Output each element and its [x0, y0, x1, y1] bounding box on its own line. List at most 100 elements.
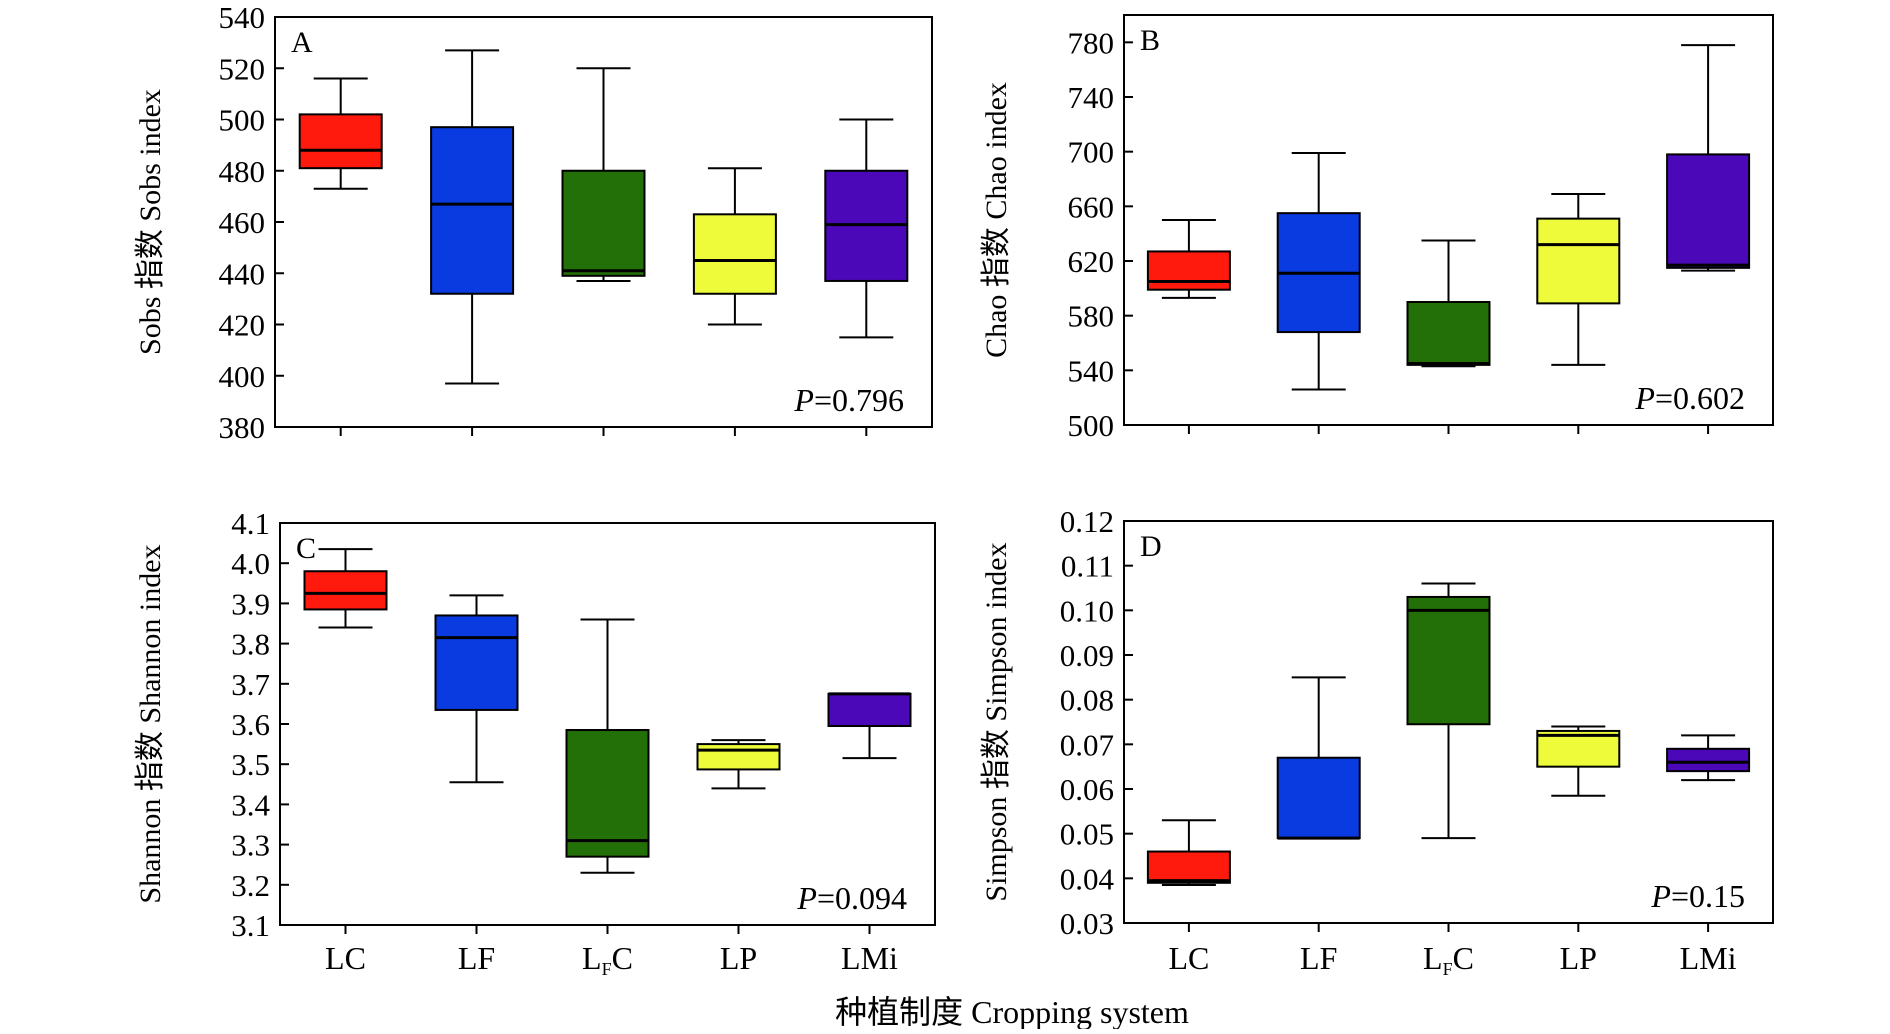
box-body: [430, 126, 515, 295]
category-main: L: [582, 940, 602, 976]
box-LF: [430, 49, 515, 385]
box-LMi: [1666, 44, 1751, 272]
y-tick-label: 0.08: [1060, 683, 1114, 718]
p-value-number: =0.094: [817, 880, 907, 916]
x-category-label: LF: [458, 940, 495, 976]
x-category-label: LMi: [1680, 940, 1737, 976]
box-LF: [434, 594, 519, 784]
box-LP: [1536, 193, 1621, 366]
panels: 380400420440460480500520540AP=0.796Sobs …: [134, 0, 1774, 943]
y-tick-label: 460: [219, 205, 266, 240]
y-tick-label: 620: [1068, 244, 1115, 279]
p-value-symbol: P: [796, 880, 817, 916]
box-body: [696, 743, 781, 771]
y-tick-label: 0.12: [1060, 504, 1114, 539]
y-tick-label: 440: [219, 256, 266, 291]
y-axis-title: Sobs 指数 Sobs index: [134, 89, 167, 355]
y-tick-label: 380: [219, 410, 266, 445]
x-category-label: LFC: [1423, 940, 1474, 979]
x-category-label: LF: [1300, 940, 1337, 976]
panel-letter: A: [291, 26, 313, 59]
box-body: [1536, 217, 1621, 305]
p-value: P=0.094: [796, 880, 907, 916]
box-LP: [696, 739, 781, 790]
category-main: LMi: [841, 940, 898, 976]
y-tick-label: 3.9: [231, 586, 270, 621]
category-tail: C: [612, 940, 633, 976]
box-LFC: [1406, 239, 1491, 368]
category-main: LC: [325, 940, 366, 976]
y-tick-label: 0.07: [1060, 727, 1114, 762]
x-category-label: LP: [1560, 940, 1597, 976]
box-LMi: [824, 118, 909, 339]
x-category-label: LC: [1168, 940, 1209, 976]
box-LFC: [565, 618, 650, 874]
panel-B: 500 540 580 620 660 700 740 780 B P=0.602 Chao 指数 …: [980, 14, 1774, 443]
y-tick-label: 3.2: [231, 868, 270, 903]
y-tick-label: 4.0: [231, 546, 270, 581]
y-tick-label: 0.03: [1060, 906, 1114, 941]
y-tick-label: 660: [1068, 189, 1115, 224]
panel-C: 3.1 3.2 3.3 3.4 3.5 3.6 3.7 3.8 3.9 4.0 4.1 C P=0.09…: [134, 506, 936, 943]
y-tick-label: 580: [1068, 299, 1115, 334]
y-tick-label: 0.04: [1060, 861, 1115, 896]
box-body: [303, 570, 388, 611]
y-tick-label: 700: [1068, 135, 1115, 170]
box-body: [1666, 153, 1751, 269]
box-body: [692, 213, 777, 295]
p-value: P=0.796: [793, 382, 904, 418]
box-body: [298, 113, 383, 170]
category-main: L: [1423, 940, 1443, 976]
box-body: [1146, 850, 1231, 884]
p-value: P=0.15: [1650, 878, 1745, 914]
y-tick-label: 0.10: [1060, 593, 1114, 628]
y-tick-label: 420: [219, 308, 266, 343]
x-category-label: LC: [325, 940, 366, 976]
y-axis-title: Shannon 指数 Shannon index: [134, 544, 167, 903]
x-category-label: LFC: [582, 940, 633, 979]
p-value-symbol: P: [793, 382, 814, 418]
box-LP: [692, 167, 777, 326]
p-value-number: =0.602: [1655, 380, 1745, 416]
x-category-label: LP: [720, 940, 757, 976]
y-tick-label: 0.05: [1060, 817, 1114, 852]
category-main: LMi: [1680, 940, 1737, 976]
y-tick-label: 3.4: [231, 787, 270, 822]
y-tick-label: 3.1: [231, 908, 270, 943]
box-LC: [298, 77, 383, 190]
category-main: LF: [458, 940, 495, 976]
panel-A: 380 400 420 440 460 480 500 520 540 A P=0.796 Sobs …: [134, 0, 933, 445]
panel-letter: C: [296, 532, 316, 565]
box-LP: [1536, 725, 1621, 797]
x-axis-title: 种植制度 Cropping system: [835, 994, 1189, 1029]
box-body: [561, 169, 646, 277]
category-main: LC: [1168, 940, 1209, 976]
y-tick-label: 540: [219, 0, 266, 35]
x-category-label: LMi: [841, 940, 898, 976]
category-subscript: F: [602, 959, 612, 979]
y-tick-label: 480: [219, 154, 266, 189]
box-LMi: [1666, 734, 1751, 782]
x-category-labels: LC LF LFC LP LMi LC LF LFC LP LMi: [325, 940, 1737, 979]
box-LF: [1276, 676, 1361, 840]
y-tick-label: 3.5: [231, 747, 270, 782]
y-tick-label: 500: [1068, 408, 1115, 443]
category-main: LP: [1560, 940, 1597, 976]
box-LC: [303, 548, 388, 629]
p-value-symbol: P: [1634, 380, 1655, 416]
y-tick-label: 3.8: [231, 627, 270, 662]
category-tail: C: [1453, 940, 1474, 976]
box-body: [434, 614, 519, 711]
panel-letter: B: [1140, 24, 1160, 57]
box-body: [1406, 301, 1491, 366]
panel-D: 0.03 0.04 0.05 0.06 0.07 0.08 0.09 0.10 0.11 0.12…: [980, 504, 1774, 941]
y-tick-label: 500: [219, 103, 266, 138]
p-value: P=0.602: [1634, 380, 1745, 416]
box-LC: [1146, 819, 1231, 887]
panel-letter: D: [1140, 530, 1162, 563]
y-tick-label: 3.6: [231, 707, 270, 742]
box-body: [827, 692, 912, 728]
y-tick-label: 0.09: [1060, 638, 1114, 673]
